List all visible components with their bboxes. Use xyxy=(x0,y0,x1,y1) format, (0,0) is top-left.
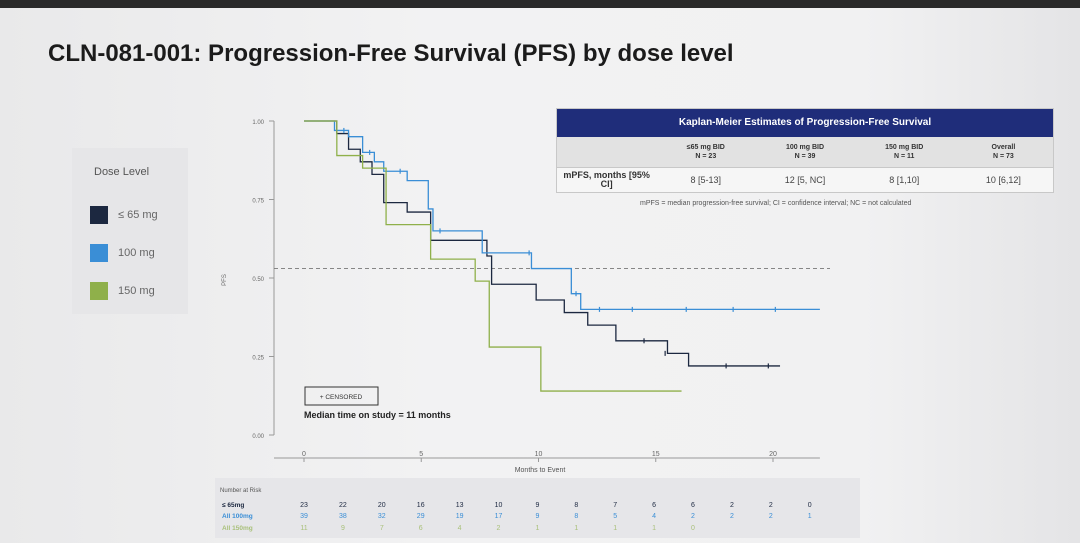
risk-count: 9 xyxy=(341,525,345,532)
dose-legend: Dose Level ≤ 65 mg 100 mg 150 mg xyxy=(72,148,188,314)
legend-label-65mg: ≤ 65 mg xyxy=(118,209,158,221)
risk-count: 17 xyxy=(495,513,503,520)
risk-row-label: All 150mg xyxy=(222,525,253,532)
legend-swatch-65mg xyxy=(90,206,108,224)
risk-count: 16 xyxy=(417,502,425,509)
risk-count: 32 xyxy=(378,513,386,520)
risk-count: 1 xyxy=(535,525,539,532)
risk-count: 7 xyxy=(613,502,617,509)
km-curve-series-0 xyxy=(304,120,781,367)
km-value-150mg: 8 [1,10] xyxy=(889,174,920,185)
legend-title: Dose Level xyxy=(94,166,150,178)
censored-key-box xyxy=(304,386,379,406)
x-tick-label: 0 xyxy=(302,451,306,458)
risk-count: 2 xyxy=(769,502,773,509)
km-table-footnote: mPFS = median progression-free survival;… xyxy=(640,200,912,207)
risk-count: 8 xyxy=(574,502,578,509)
censored-key-label: + CENSORED xyxy=(320,394,363,401)
risk-count: 0 xyxy=(808,502,812,509)
km-curve-series-2 xyxy=(304,120,682,392)
km-col-line1: 150 mg BID xyxy=(885,144,924,151)
risk-count: 10 xyxy=(495,502,503,509)
legend-label-150mg: 150 mg xyxy=(118,285,155,297)
km-table-header-row: ≤65 mg BID N = 23 100 mg BID N = 39 150 mg… xyxy=(557,137,1053,167)
km-value-65mg: 8 [5-13] xyxy=(690,174,722,185)
risk-table-background xyxy=(215,478,860,538)
risk-count: 6 xyxy=(691,502,695,509)
risk-row-label: ≤ 65mg xyxy=(222,502,244,509)
km-col-line2: N = 23 xyxy=(695,153,717,160)
km-table-title: Kaplan-Meier Estimates of Progression-Fr… xyxy=(557,109,1053,137)
risk-count: 39 xyxy=(300,513,308,520)
km-table-value-row: mPFS, months [95% CI] 8 [5-13] 12 [5, NC… xyxy=(557,167,1053,192)
number-at-risk-table: Number at Risk≤ 65mg 23 22 20 16 13 10 9 8 7 6 6 2 2 0… xyxy=(215,478,860,538)
risk-count: 6 xyxy=(652,502,656,509)
y-tick-label: 0.75 xyxy=(252,199,264,205)
risk-count: 2 xyxy=(769,513,773,520)
x-axis-label: Months to Event xyxy=(515,467,566,474)
km-value-100mg: 12 [5, NC] xyxy=(784,174,826,185)
legend-swatch-150mg xyxy=(90,282,108,300)
risk-count: 1 xyxy=(574,525,578,532)
km-curve-series-1 xyxy=(304,120,820,311)
risk-count: 9 xyxy=(535,502,539,509)
y-tick-label: 0.00 xyxy=(252,434,264,440)
km-col-65mg: ≤65 mg BID N = 23 xyxy=(656,143,755,161)
km-col-100mg: 100 mg BID N = 39 xyxy=(755,143,854,161)
km-col-line2: N = 39 xyxy=(794,153,816,160)
x-tick-label: 20 xyxy=(769,451,777,458)
risk-count: 6 xyxy=(419,525,423,532)
y-tick-label: 1.00 xyxy=(252,120,264,126)
legend-swatch-100mg xyxy=(90,244,108,262)
plot-axes: 0.00 0.25 0.50 0.75 1.00 0 5 10 15 20 Months to Ev… xyxy=(222,120,830,474)
y-axis-label: PFS xyxy=(222,274,228,286)
risk-count: 1 xyxy=(613,525,617,532)
km-row-label: mPFS, months [95% CI] xyxy=(563,170,650,189)
risk-count: 0 xyxy=(691,525,695,532)
legend-label-100mg: 100 mg xyxy=(118,247,155,259)
risk-count: 1 xyxy=(652,525,656,532)
risk-count: 1 xyxy=(808,513,812,520)
x-tick-label: 5 xyxy=(419,451,423,458)
risk-count: 2 xyxy=(730,502,734,509)
km-col-line1: 100 mg BID xyxy=(785,144,825,151)
km-col-150mg: 150 mg BID N = 11 xyxy=(855,143,954,161)
risk-count: 5 xyxy=(613,513,617,520)
risk-count: 29 xyxy=(417,513,425,520)
y-tick-label: 0.50 xyxy=(252,277,264,283)
km-col-overall: Overall N = 73 xyxy=(954,143,1053,161)
km-value-overall: 10 [6,12] xyxy=(985,174,1021,185)
risk-count: 2 xyxy=(497,525,501,532)
risk-row-label: All 100mg xyxy=(222,513,253,520)
risk-count: 7 xyxy=(380,525,384,532)
risk-table-title: Number at Risk xyxy=(220,488,262,494)
risk-count: 20 xyxy=(378,502,386,509)
risk-count: 22 xyxy=(339,502,347,509)
median-time-note: Median time on study = 11 months xyxy=(304,410,451,420)
slide-title: CLN-081-001: Progression-Free Survival (… xyxy=(48,40,734,67)
km-estimates-table: Kaplan-Meier Estimates of Progression-Fr… xyxy=(556,108,1054,193)
risk-count: 2 xyxy=(730,513,734,520)
km-col-line1: ≤65 mg BID xyxy=(686,144,725,151)
risk-count: 9 xyxy=(535,513,539,520)
km-col-line2: N = 73 xyxy=(993,153,1014,160)
km-col-line1: Overall xyxy=(991,144,1016,151)
km-col-line2: N = 11 xyxy=(893,153,915,160)
risk-count: 13 xyxy=(456,502,464,509)
risk-count: 38 xyxy=(339,513,347,520)
risk-count: 11 xyxy=(300,525,307,532)
risk-count: 4 xyxy=(652,513,656,520)
risk-count: 2 xyxy=(691,513,695,520)
x-tick-label: 10 xyxy=(535,451,543,458)
risk-count: 19 xyxy=(456,513,464,520)
x-tick-label: 15 xyxy=(652,451,660,458)
risk-count: 8 xyxy=(574,513,578,520)
y-tick-label: 0.25 xyxy=(252,356,264,362)
risk-count: 23 xyxy=(300,502,308,509)
survival-curves xyxy=(304,120,820,392)
risk-count: 4 xyxy=(458,525,462,532)
